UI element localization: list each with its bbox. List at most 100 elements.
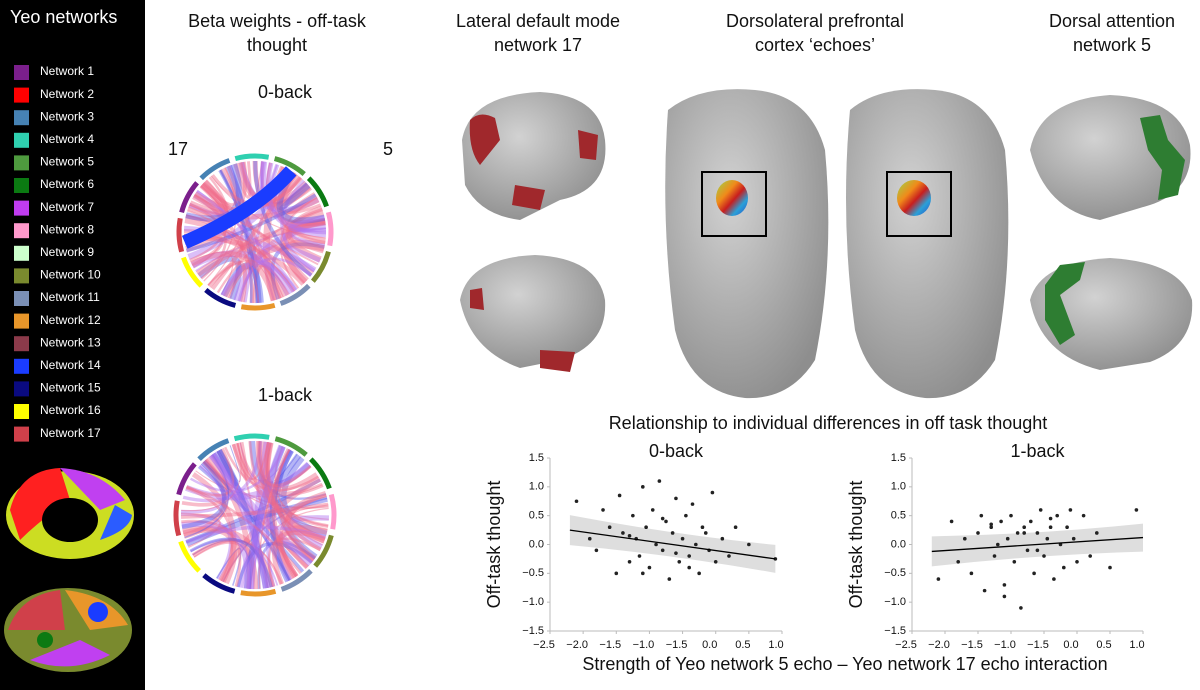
point xyxy=(1048,525,1053,529)
y-axis-label: Off-task thought xyxy=(846,481,866,609)
brain-title: network 17 xyxy=(494,35,582,55)
point xyxy=(1095,531,1099,535)
scatter-plots: 0-back Off-task thought 1.5 1.0 0.5 0.0 −0.5 −1… xyxy=(484,441,1145,651)
point xyxy=(657,479,662,483)
chord xyxy=(180,502,329,519)
chord xyxy=(237,257,312,302)
chord xyxy=(215,547,242,586)
y-tick-label: 0.5 xyxy=(891,510,906,522)
point xyxy=(982,588,987,593)
point xyxy=(720,536,725,541)
chord xyxy=(181,166,297,249)
point xyxy=(963,536,967,541)
point xyxy=(1002,583,1007,587)
chord xyxy=(222,242,325,298)
chord xyxy=(187,182,229,219)
point xyxy=(1029,519,1033,524)
point xyxy=(727,554,731,558)
point xyxy=(1015,531,1020,535)
chord-diagrams xyxy=(173,153,337,597)
chord xyxy=(208,453,313,567)
chord xyxy=(210,175,326,239)
chord-panel-label: 1-back xyxy=(258,385,313,405)
point xyxy=(1075,560,1079,564)
chord xyxy=(288,218,326,248)
chord xyxy=(210,448,239,487)
chord xyxy=(182,525,276,588)
point xyxy=(1022,525,1026,529)
chord xyxy=(270,242,325,300)
chord xyxy=(253,160,313,277)
x-tick-label: −1.5 xyxy=(961,639,983,651)
chord xyxy=(196,189,298,291)
y-tick-label: 0.5 xyxy=(529,510,544,522)
chord xyxy=(281,218,326,284)
x-tick-label: −2.0 xyxy=(928,639,950,651)
legend-label: Network 11 xyxy=(40,290,100,304)
point xyxy=(1134,508,1139,512)
chord xyxy=(193,193,254,304)
chord xyxy=(266,162,322,214)
chord xyxy=(271,530,326,585)
chord-panel-label: 0-back xyxy=(258,82,313,102)
point xyxy=(631,513,635,518)
chord xyxy=(285,239,326,274)
chord xyxy=(218,445,241,482)
point xyxy=(687,554,691,558)
x-tick-label: −1.0 xyxy=(994,639,1016,651)
y-tick-label: 1.5 xyxy=(891,452,906,464)
brain-title: Dorsolateral prefrontal xyxy=(726,11,904,31)
y-tick-label: 1.0 xyxy=(529,481,544,493)
chord-marker: 5 xyxy=(383,139,393,159)
chord xyxy=(252,263,289,304)
chord-arc xyxy=(204,287,237,308)
point xyxy=(697,571,701,576)
point xyxy=(667,577,672,581)
point xyxy=(687,565,691,570)
point xyxy=(949,519,954,524)
chord xyxy=(260,161,308,205)
point xyxy=(1065,525,1069,529)
legend-label: Network 1 xyxy=(40,64,94,78)
chord xyxy=(264,441,319,492)
chord xyxy=(280,179,316,273)
brain-region xyxy=(30,640,110,667)
point xyxy=(621,531,625,535)
chord-arc xyxy=(310,250,331,283)
brain xyxy=(460,255,606,368)
chord xyxy=(216,207,323,294)
chord xyxy=(203,167,237,282)
point xyxy=(1019,606,1023,610)
point xyxy=(1005,536,1010,541)
chord-arc xyxy=(179,181,200,214)
point xyxy=(1035,548,1040,553)
legend-label: Network 4 xyxy=(40,132,94,146)
point xyxy=(617,493,622,498)
legend-swatch xyxy=(14,178,29,193)
x-tick-label: −2.5 xyxy=(895,639,917,651)
legend-title: Yeo networks xyxy=(10,7,117,27)
point xyxy=(587,536,592,541)
chord xyxy=(219,169,253,303)
chord xyxy=(262,441,299,579)
point xyxy=(1012,560,1017,564)
y-tick-label: −1.0 xyxy=(884,596,906,608)
point xyxy=(1025,548,1030,553)
legend-swatch xyxy=(14,291,29,306)
legend-label: Network 12 xyxy=(40,313,101,327)
point xyxy=(647,565,652,570)
point xyxy=(1055,513,1059,518)
x-tick-label: 0.5 xyxy=(735,639,750,651)
chord xyxy=(192,540,251,589)
y-tick-label: 0.0 xyxy=(891,538,906,550)
chord-arc xyxy=(328,493,337,530)
chord xyxy=(274,453,302,488)
chord xyxy=(195,227,326,272)
point xyxy=(1071,536,1076,541)
point xyxy=(1022,531,1026,535)
legend-swatch xyxy=(14,200,29,216)
brain-region xyxy=(37,632,53,648)
point xyxy=(989,522,993,527)
legend-swatch xyxy=(14,245,29,261)
brain-renders xyxy=(460,89,1193,399)
